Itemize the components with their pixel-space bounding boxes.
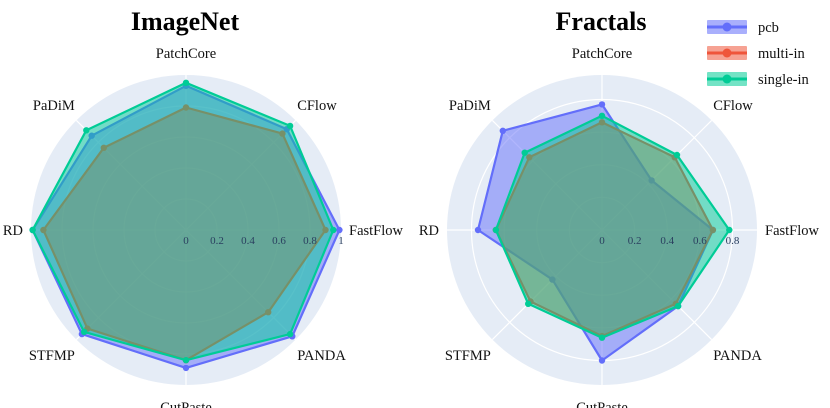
data-point-single-in-stfmp-imagenet[interactable] (80, 328, 88, 336)
axis-label-rd-imagenet: RD (3, 223, 23, 239)
axis-label-fastflow-imagenet: FastFlow (349, 223, 404, 239)
legend-item-multi-in[interactable]: multi-in (707, 46, 805, 62)
data-point-pcb-cutpaste-fractals[interactable] (598, 357, 606, 364)
radial-tick-label-imagenet: 0.4 (241, 235, 255, 247)
legend-marker-multi-in (722, 48, 732, 58)
axis-label-patchcore-fractals: PatchCore (572, 46, 632, 62)
radial-tick-label-fractals: 0 (599, 235, 605, 247)
data-point-single-in-patchcore-fractals[interactable] (598, 112, 606, 120)
axis-label-cflow-fractals: CFlow (713, 98, 753, 114)
data-point-single-in-padim-imagenet[interactable] (83, 127, 90, 134)
data-point-single-in-fastflow-fractals[interactable] (726, 226, 733, 234)
data-point-single-in-cutpaste-fractals[interactable] (598, 334, 606, 341)
legend-label-pcb: pcb (758, 20, 779, 36)
chart-title-fractals: Fractals (556, 7, 647, 36)
axis-label-panda-imagenet: PANDA (297, 348, 346, 364)
data-point-single-in-cflow-imagenet[interactable] (286, 122, 294, 130)
radial-tick-label-imagenet: 0.6 (272, 235, 286, 247)
data-point-pcb-fastflow-imagenet[interactable] (336, 226, 343, 234)
radial-tick-label-fractals: 0.4 (660, 235, 674, 247)
axis-label-padim-imagenet: PaDiM (33, 98, 75, 114)
axis-label-cutpaste-fractals: CutPaste (576, 400, 628, 408)
legend-item-pcb[interactable]: pcb (707, 20, 779, 36)
data-point-pcb-patchcore-fractals[interactable] (598, 101, 606, 108)
data-point-single-in-stfmp-fractals[interactable] (525, 300, 532, 307)
data-point-pcb-padim-fractals[interactable] (499, 127, 506, 134)
radar-plot-fractals: 0 0.2 0.4 0.6 0.8 FastFlow CFlow PatchCore PaDiM… (419, 46, 820, 408)
legend-label-multi-in: multi-in (758, 46, 805, 62)
data-point-single-in-padim-fractals[interactable] (521, 149, 528, 156)
axis-label-fastflow-fractals: FastFlow (765, 223, 820, 239)
data-point-single-in-cflow-fractals[interactable] (673, 151, 681, 159)
data-point-pcb-rd-fractals[interactable] (474, 226, 482, 234)
radial-tick-label-fractals: 0.2 (628, 235, 642, 247)
data-point-single-in-rd-imagenet[interactable] (29, 226, 36, 234)
radial-tick-label-imagenet: 0.8 (303, 235, 317, 247)
legend-marker-single-in (722, 74, 732, 84)
axis-label-rd-fractals: RD (419, 223, 439, 239)
data-point-single-in-panda-imagenet[interactable] (286, 330, 294, 338)
data-point-single-in-panda-fractals[interactable] (674, 302, 682, 310)
radial-tick-label-imagenet: 0 (183, 235, 189, 247)
legend-label-single-in: single-in (758, 72, 809, 88)
axis-label-panda-fractals: PANDA (713, 348, 762, 364)
radial-tick-label-fractals: 0.8 (726, 235, 740, 247)
data-point-single-in-patchcore-imagenet[interactable] (182, 79, 190, 87)
data-point-single-in-rd-fractals[interactable] (492, 226, 500, 234)
axis-label-stfmp-imagenet: STFMP (29, 348, 75, 364)
legend: pcb multi-in single-in (707, 20, 809, 88)
axis-label-patchcore-imagenet: PatchCore (156, 46, 216, 62)
axis-label-padim-fractals: PaDiM (449, 98, 491, 114)
axis-label-cflow-imagenet: CFlow (297, 98, 337, 114)
radar-plot-imagenet: 0 0.2 0.4 0.6 0.8 1 FastFlow CFlow PatchCore PaDi… (3, 46, 404, 408)
data-point-pcb-cutpaste-imagenet[interactable] (182, 364, 190, 372)
axis-label-cutpaste-imagenet: CutPaste (160, 400, 212, 408)
radial-tick-label-imagenet: 1 (338, 235, 344, 247)
chart-title-imagenet: ImageNet (131, 7, 240, 36)
data-point-single-in-fastflow-imagenet[interactable] (330, 226, 337, 234)
axis-label-stfmp-fractals: STFMP (445, 348, 491, 364)
data-point-single-in-cutpaste-imagenet[interactable] (182, 357, 190, 364)
radial-tick-label-imagenet: 0.2 (210, 235, 224, 247)
radial-tick-label-fractals: 0.6 (693, 235, 707, 247)
legend-item-single-in[interactable]: single-in (707, 72, 809, 88)
legend-marker-pcb (722, 22, 732, 32)
